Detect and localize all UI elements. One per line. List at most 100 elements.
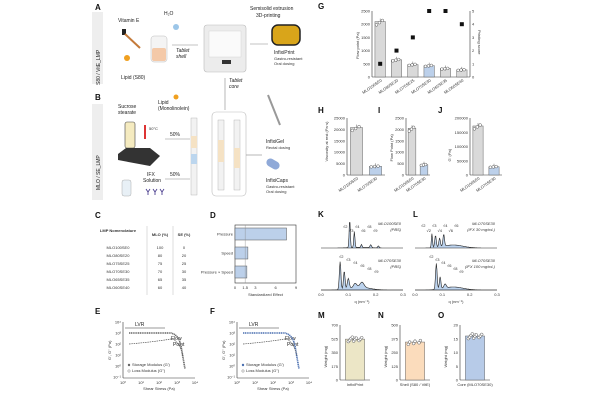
storage-modulus-curve (129, 332, 186, 370)
table-cell: 65 (158, 277, 163, 282)
sample-condition-bottom: (IFX 100 mg/mL) (465, 264, 496, 269)
infixiprint-label: InfixiPrint (274, 50, 295, 56)
peak-label: √9 (374, 269, 379, 274)
peak-label: √2 (339, 254, 344, 259)
table-cell: 80 (158, 253, 163, 258)
chart-k: 0.0 0.1 0.2 0.3q (nm⁻¹)MLO100SE0(PBS)MLO70S… (318, 221, 406, 304)
y-axis-label: G', G'' (Pa) (107, 340, 112, 360)
storage-legend-marker (241, 363, 245, 367)
gel-syringe-icon (267, 94, 281, 126)
loss-legend-marker (127, 369, 131, 373)
peak-label: √4 (441, 260, 446, 265)
panel-label-e: E (95, 307, 101, 316)
data-point (407, 63, 411, 67)
sample-label-top: MLO100SE0 (378, 221, 402, 226)
lipid-b-label-2: (Monolinolein) (158, 106, 190, 112)
peak-label: √2 (427, 228, 432, 233)
x-tick-label: 10⁰ (120, 380, 126, 385)
data-point (413, 62, 417, 66)
data-point (459, 68, 463, 72)
peak-label: √3 (435, 257, 440, 262)
printing-label-2: 3D-printing (256, 13, 281, 19)
x-tick-label: 10¹ (138, 380, 144, 385)
printing-label-1: Semisolid extrusion (250, 6, 294, 12)
y-tick-label: 5 (456, 364, 459, 369)
y-tick-label: 175 (331, 364, 338, 369)
mixing-box (211, 111, 247, 197)
flow-point-label-1: Flow (285, 336, 296, 342)
chart-d: Pressure Speed Pressure × Speed 0 1.5 3 6 9 Stan… (201, 224, 298, 297)
panel-a: Vitamin E H₂O Lipid (S80) Tablet shell S… (118, 6, 303, 110)
y-axis-label: Viscosity at rest (Pa·s) (324, 121, 329, 162)
y-tick-label: 500 (397, 161, 404, 166)
printing-score-marker (410, 35, 415, 40)
legend-storage: Storage Modulus (G') (132, 362, 171, 367)
peak-label: √6 (447, 263, 452, 268)
y-axis-label: Weight (mg) (323, 345, 328, 367)
y-tick-label: 2500 (395, 116, 405, 121)
panel-label-m: M (318, 311, 325, 320)
y-tick-label: 15000 (334, 138, 346, 143)
table-cell: 70 (158, 269, 163, 274)
data-point (374, 23, 379, 27)
infixicaps-label: InfixiCaps (266, 178, 288, 184)
y-tick-label: 10² (115, 342, 121, 347)
y-tick-label: 500 (391, 323, 398, 328)
ifx-vial-icon (121, 179, 132, 197)
peak-label: √2 (429, 254, 434, 259)
y-tick-label: 100000 (455, 144, 469, 149)
flow-point-label-1: Flow (171, 336, 182, 342)
peak-label: √3 (349, 228, 354, 233)
table-cell: MLO70SE30 (107, 269, 131, 274)
sample-label-bottom: MLO70SE30 (472, 258, 496, 263)
data-point (480, 332, 484, 337)
x-tick-label: 0.0 (318, 292, 324, 297)
printing-score-marker (443, 9, 448, 13)
y2-tick-label: 5 (472, 9, 475, 14)
chart-n: 0 125 250 375 500 Weight (mg) Shell (S80 / Vit… (383, 323, 431, 388)
data-point (354, 336, 358, 340)
table-cell: MLO60SE40 (107, 285, 131, 290)
y-tick-label: 150000 (455, 130, 469, 135)
x-tick-label: 0.1 (440, 292, 446, 297)
data-point (418, 338, 423, 343)
side-label-bottom: MLO / SE_LMP (96, 155, 102, 190)
y-tick-label: 0 (368, 75, 371, 80)
loss-modulus-curve (242, 338, 298, 357)
x-tick-label: 0.0 (412, 292, 418, 297)
tablet-shell-label-2: shell (176, 54, 187, 60)
y-tick-label: 1000 (361, 48, 371, 53)
peak-label: √4 (443, 223, 448, 228)
panel-label-a: A (95, 3, 101, 12)
peak-label: √6 (449, 228, 454, 233)
y-tick-label: 25000 (334, 116, 346, 121)
y-axis-label: Weight (mg) (443, 345, 448, 367)
chart-o: 0 5 10 15 20 Weight (mg) Core (MLO70SE30) (443, 323, 493, 388)
data-point (410, 63, 414, 67)
ifx-label-2: Solution (143, 178, 161, 184)
x-tick-label: 10⁴ (192, 380, 198, 385)
table-cell: MLO65SE35 (107, 277, 131, 282)
data-point (462, 68, 466, 72)
panel-labels: A B C D E F G H I J K L M N O (95, 2, 444, 320)
y-tick-label: 10000 (334, 150, 346, 155)
infixigel-line-1: Rectal dosing (266, 145, 290, 150)
category-label: Pressure (217, 232, 234, 237)
y2-tick-label: 0 (472, 75, 475, 80)
y-tick-label: 1000 (395, 150, 405, 155)
y-tick-label: 10 (454, 350, 459, 355)
x-tick-label: 1.5 (242, 285, 248, 290)
tablet-icon (271, 24, 301, 46)
table-cell: 30 (182, 269, 187, 274)
y-axis-label: Flow point (Pa) (355, 31, 360, 59)
tablet-core-label-1: Tablet (229, 78, 243, 84)
data-point (429, 63, 434, 68)
x-tick-label: 0 (234, 285, 237, 290)
category-label: Speed (221, 251, 233, 256)
y-tick-label: 1500 (395, 138, 405, 143)
data-point (391, 59, 395, 63)
y2-axis-label: Printing score (477, 30, 482, 55)
loss-modulus-curve (128, 338, 184, 357)
